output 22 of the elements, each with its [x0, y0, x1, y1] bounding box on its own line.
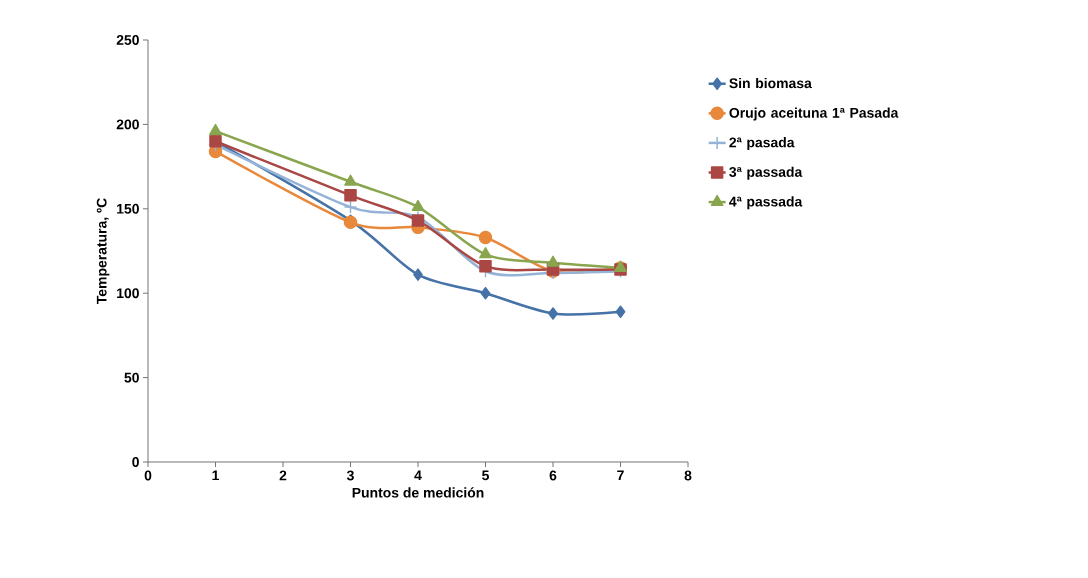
y-tick-label: 100 — [117, 288, 139, 299]
x-tick-label: 8 — [684, 470, 692, 481]
x-tick-label: 0 — [144, 470, 152, 481]
x-tick-label: 1 — [212, 470, 219, 481]
legend-label: Orujo aceituna 1ª Pasada — [729, 107, 899, 121]
x-axis-title: Puntos de medición — [352, 487, 484, 498]
y-tick-label: 50 — [124, 372, 139, 383]
x-tick-label: 5 — [482, 470, 489, 481]
y-tick-label: 150 — [117, 203, 139, 214]
y-tick-label: 200 — [116, 119, 139, 130]
x-tick-label: 7 — [617, 470, 624, 481]
x-tick-label: 6 — [549, 470, 557, 481]
legend-label: 3ª passada — [729, 166, 803, 180]
legend-label: 2ª pasada — [729, 137, 795, 151]
y-tick-label: 250 — [116, 35, 139, 45]
x-tick-label: 2 — [279, 470, 287, 481]
legend-label: 4ª passada — [729, 196, 803, 210]
y-tick-label: 0 — [132, 457, 139, 467]
x-tick-label: 4 — [414, 470, 422, 481]
x-tick-label: 3 — [346, 470, 354, 481]
y-axis-title: Temperatura, ºC — [96, 198, 110, 305]
legend-label: Sin biomasa — [729, 77, 812, 89]
